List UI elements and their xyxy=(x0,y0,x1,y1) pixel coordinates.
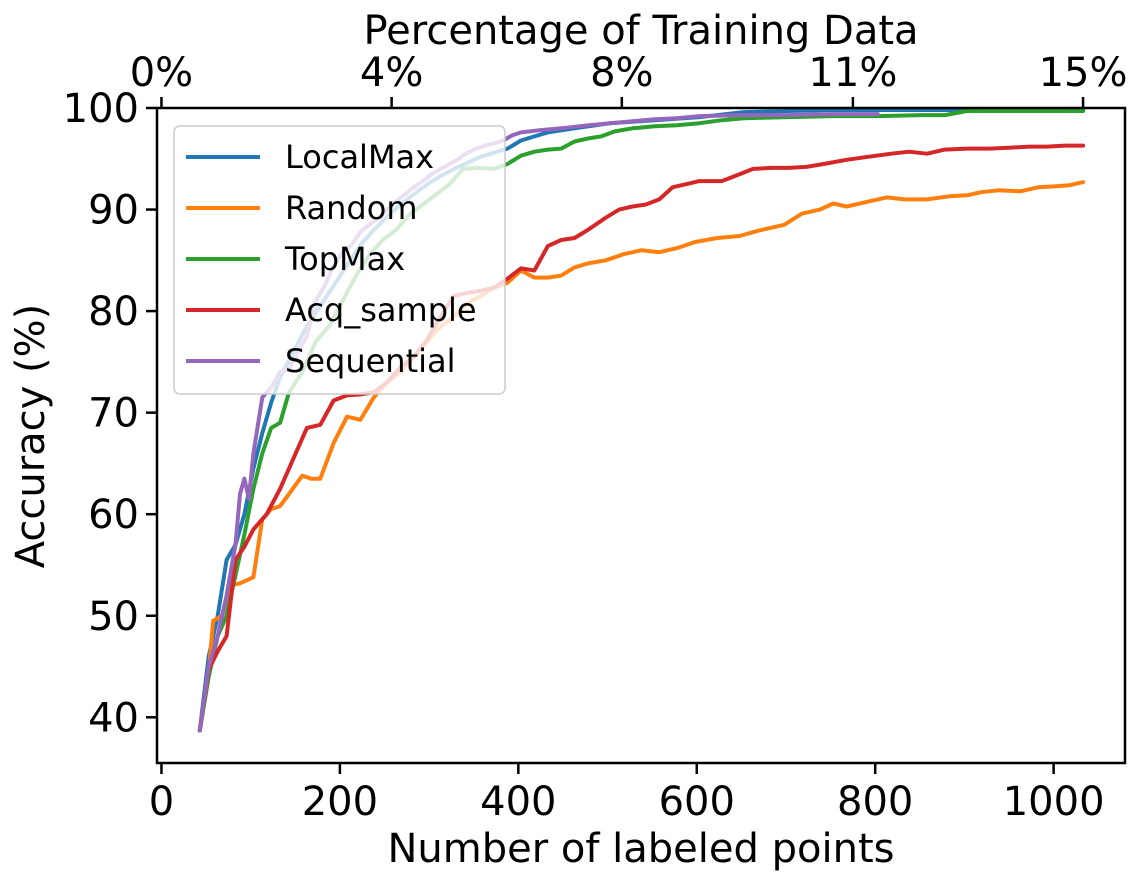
series-line-acq-sample xyxy=(197,143,1086,733)
legend-label-sequential: Sequential xyxy=(285,342,456,380)
y-tick-label: 90 xyxy=(88,188,139,234)
top-axis-title: Percentage of Training Data xyxy=(363,8,918,54)
y-tick-label: 40 xyxy=(88,695,139,741)
x-tick-label: 0 xyxy=(149,779,174,825)
legend-label-localmax: LocalMax xyxy=(285,138,434,176)
y-axis-title: Accuracy (%) xyxy=(8,304,54,569)
top-tick-label: 11% xyxy=(808,50,897,96)
x-axis-title: Number of labeled points xyxy=(388,826,895,872)
series-line-random xyxy=(197,180,1086,733)
y-tick-label: 60 xyxy=(88,492,139,538)
y-tick-label: 80 xyxy=(88,289,139,335)
legend-label-acq-sample: Acq_sample xyxy=(285,291,477,329)
top-tick-label: 4% xyxy=(360,50,423,96)
legend-items: LocalMax Random TopMax Acq_sample Sequential xyxy=(186,138,477,380)
ticks-layer: 0 200 400 600 800 1000 40 50 60 70 80 90 1000% 4% 8% 11… xyxy=(63,50,1128,825)
top-tick-label: 8% xyxy=(590,50,653,96)
top-tick-label: 0% xyxy=(130,50,193,96)
top-tick-label: 15% xyxy=(1039,50,1128,96)
legend: LocalMax Random TopMax Acq_sample Sequential xyxy=(173,125,506,395)
y-tick-label: 100 xyxy=(63,86,139,132)
x-tick-label: 600 xyxy=(659,779,735,825)
legend-label-topmax: TopMax xyxy=(284,240,405,278)
x-tick-label: 1000 xyxy=(1003,779,1105,825)
legend-box xyxy=(173,125,506,395)
y-tick-label: 70 xyxy=(88,391,139,437)
x-tick-label: 400 xyxy=(480,779,556,825)
x-tick-label: 800 xyxy=(837,779,913,825)
legend-label-random: Random xyxy=(285,189,417,227)
plot-frame xyxy=(155,106,1127,765)
x-tick-label: 200 xyxy=(302,779,378,825)
y-tick-label: 50 xyxy=(88,594,139,640)
